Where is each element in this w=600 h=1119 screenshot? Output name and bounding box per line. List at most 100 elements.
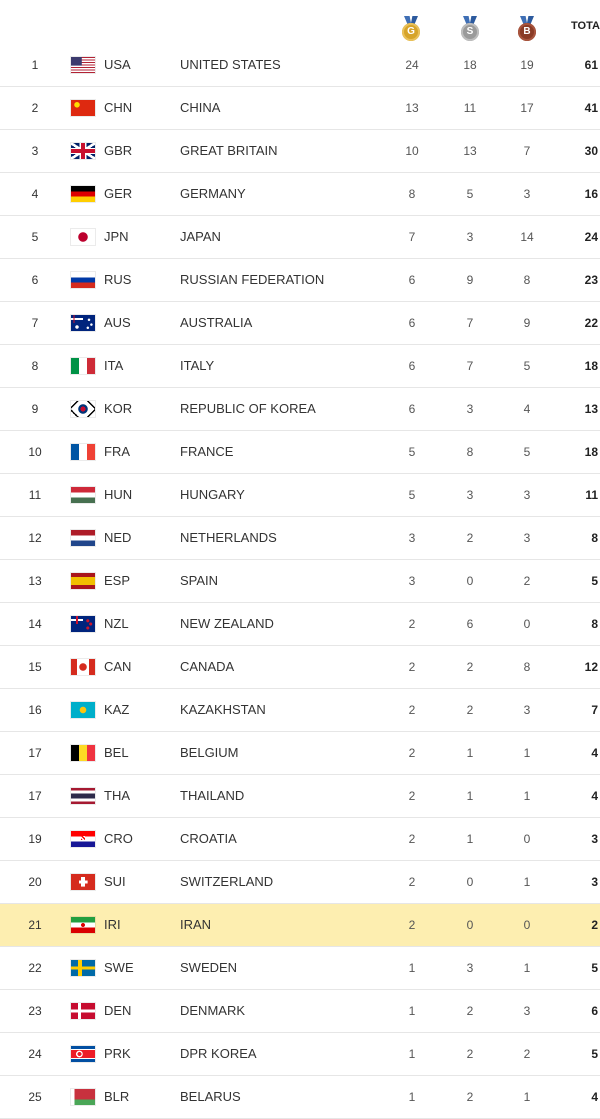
gold-count: 24 bbox=[405, 58, 419, 72]
rank-cell: 15 bbox=[28, 660, 42, 674]
country-code: SWE bbox=[104, 960, 134, 975]
country-name: DPR KOREA bbox=[180, 1046, 257, 1061]
bronze-count: 1 bbox=[523, 746, 531, 760]
silver-count: 6 bbox=[466, 617, 474, 631]
table-row[interactable]: 21 IRI IRAN 2 0 0 2 bbox=[0, 904, 600, 947]
total-count: 5 bbox=[591, 574, 598, 588]
rank-cell: 12 bbox=[28, 531, 42, 545]
gold-count: 5 bbox=[408, 488, 416, 502]
table-row[interactable]: 24 PRK DPR KOREA 1 2 2 5 bbox=[0, 1033, 600, 1076]
bronze-count: 9 bbox=[523, 316, 531, 330]
bronze-count: 7 bbox=[523, 144, 531, 158]
bronze-count: 1 bbox=[523, 961, 531, 975]
total-count: 18 bbox=[584, 445, 598, 459]
silver-count: 13 bbox=[463, 144, 477, 158]
country-name: CANADA bbox=[180, 659, 235, 674]
table-row[interactable]: 7 AUS AUSTRALIA 6 7 9 22 bbox=[0, 302, 600, 345]
table-row[interactable]: 3 GBR GREAT BRITAIN 10 13 7 30 bbox=[0, 130, 600, 173]
country-name: RUSSIAN FEDERATION bbox=[180, 272, 325, 287]
ger-flag-icon bbox=[71, 186, 95, 202]
gbr-flag-icon bbox=[71, 143, 95, 159]
table-row[interactable]: 16 KAZ KAZAKHSTAN 2 2 3 7 bbox=[0, 689, 600, 732]
ned-flag-icon bbox=[71, 530, 95, 546]
table-row[interactable]: 13 ESP SPAIN 3 0 2 5 bbox=[0, 560, 600, 603]
total-count: 5 bbox=[591, 961, 598, 975]
silver-count: 3 bbox=[466, 402, 474, 416]
table-row[interactable]: 17 BEL BELGIUM 2 1 1 4 bbox=[0, 732, 600, 775]
gold-count: 2 bbox=[408, 789, 416, 803]
bronze-count: 2 bbox=[523, 1047, 531, 1061]
gold-count: 6 bbox=[408, 273, 416, 287]
table-row[interactable]: 20 SUI SWITZERLAND 2 0 1 3 bbox=[0, 861, 600, 904]
table-row[interactable]: 2 CHN CHINA 13 11 17 41 bbox=[0, 87, 600, 130]
table-row[interactable]: 19 CRO CROATIA 2 1 0 3 bbox=[0, 818, 600, 861]
country-code: NED bbox=[104, 530, 132, 545]
gold-count: 2 bbox=[408, 875, 416, 889]
hun-flag-icon bbox=[71, 487, 95, 503]
rank-cell: 19 bbox=[28, 832, 42, 846]
rank-cell: 23 bbox=[28, 1004, 42, 1018]
gold-count: 8 bbox=[408, 187, 416, 201]
rank-cell: 8 bbox=[31, 359, 39, 373]
silver-count: 0 bbox=[466, 875, 474, 889]
total-count: 13 bbox=[584, 402, 598, 416]
rank-cell: 10 bbox=[28, 445, 42, 459]
country-name: NETHERLANDS bbox=[180, 530, 277, 545]
total-count: 41 bbox=[584, 101, 598, 115]
country-code: BEL bbox=[104, 745, 129, 760]
total-count: 18 bbox=[584, 359, 598, 373]
bronze-count: 19 bbox=[520, 58, 534, 72]
silver-count: 0 bbox=[466, 574, 474, 588]
table-row[interactable]: 12 NED NETHERLANDS 3 2 3 8 bbox=[0, 517, 600, 560]
country-name: NEW ZEALAND bbox=[180, 616, 274, 631]
total-count: 23 bbox=[584, 273, 598, 287]
country-code: SUI bbox=[104, 874, 126, 889]
country-name: IRAN bbox=[180, 917, 212, 932]
table-row[interactable]: 11 HUN HUNGARY 5 3 3 11 bbox=[0, 474, 600, 517]
silver-count: 3 bbox=[466, 961, 474, 975]
bronze-medal-icon: B bbox=[516, 16, 538, 42]
table-row[interactable]: 23 DEN DENMARK 1 2 3 6 bbox=[0, 990, 600, 1033]
country-name: SWEDEN bbox=[180, 960, 238, 975]
country-code: FRA bbox=[104, 444, 130, 459]
bel-flag-icon bbox=[71, 745, 95, 761]
esp-flag-icon bbox=[71, 573, 95, 589]
gold-count: 6 bbox=[408, 316, 416, 330]
bronze-count: 17 bbox=[520, 101, 534, 115]
table-row[interactable]: 14 NZL NEW ZEALAND 2 6 0 8 bbox=[0, 603, 600, 646]
gold-count: 3 bbox=[408, 531, 416, 545]
sui-flag-icon bbox=[71, 874, 95, 890]
total-count: 11 bbox=[585, 488, 598, 502]
silver-count: 1 bbox=[466, 789, 474, 803]
silver-count: 11 bbox=[463, 101, 477, 115]
table-row[interactable]: 6 RUS RUSSIAN FEDERATION 6 9 8 23 bbox=[0, 259, 600, 302]
aus-flag-icon bbox=[71, 315, 95, 331]
fra-flag-icon bbox=[71, 444, 95, 460]
gold-count: 1 bbox=[408, 1004, 416, 1018]
table-row[interactable]: 8 ITA ITALY 6 7 5 18 bbox=[0, 345, 600, 388]
rank-cell: 9 bbox=[31, 402, 39, 416]
table-row[interactable]: 10 FRA FRANCE 5 8 5 18 bbox=[0, 431, 600, 474]
table-row[interactable]: 9 KOR REPUBLIC OF KOREA 6 3 4 13 bbox=[0, 388, 600, 431]
gold-count: 2 bbox=[408, 703, 416, 717]
rank-cell: 1 bbox=[31, 58, 39, 72]
silver-count: 1 bbox=[466, 746, 474, 760]
country-code: ITA bbox=[104, 358, 124, 373]
rank-cell: 3 bbox=[31, 144, 39, 158]
table-row[interactable]: 1 USA UNITED STATES 24 18 19 61 bbox=[0, 44, 600, 87]
gold-count: 3 bbox=[408, 574, 416, 588]
rank-cell: 6 bbox=[31, 273, 39, 287]
bronze-count: 3 bbox=[523, 187, 531, 201]
kor-flag-icon bbox=[71, 401, 95, 417]
rank-cell: 21 bbox=[28, 918, 42, 932]
medal-table-header: G S B TOTAL bbox=[0, 0, 600, 44]
table-row[interactable]: 17 THA THAILAND 2 1 1 4 bbox=[0, 775, 600, 818]
table-row[interactable]: 15 CAN CANADA 2 2 8 12 bbox=[0, 646, 600, 689]
table-row[interactable]: 4 GER GERMANY 8 5 3 16 bbox=[0, 173, 600, 216]
country-name: BELGIUM bbox=[180, 745, 239, 760]
bronze-count: 1 bbox=[523, 789, 531, 803]
rank-cell: 11 bbox=[28, 488, 42, 502]
table-row[interactable]: 5 JPN JAPAN 7 3 14 24 bbox=[0, 216, 600, 259]
table-row[interactable]: 22 SWE SWEDEN 1 3 1 5 bbox=[0, 947, 600, 990]
gold-count: 7 bbox=[408, 230, 416, 244]
